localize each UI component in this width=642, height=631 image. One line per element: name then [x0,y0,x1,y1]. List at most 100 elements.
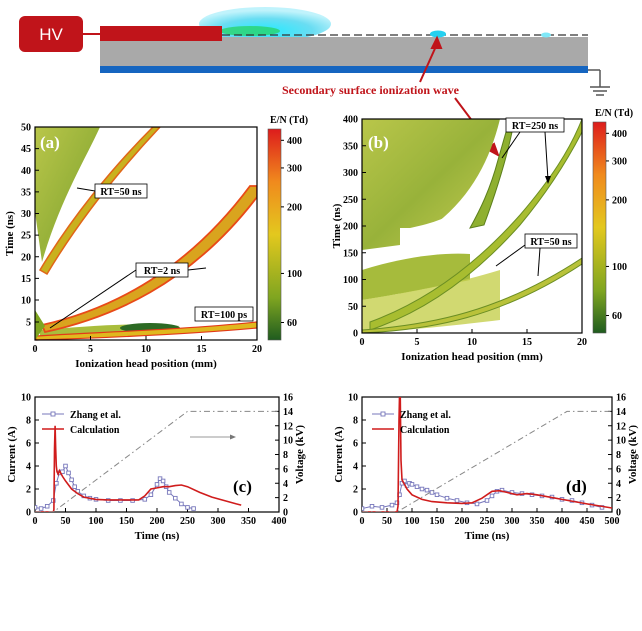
x-tick-label: 200 [455,516,470,527]
data-point-measured [369,504,375,509]
y-axis-label: Current (A) [6,426,18,483]
data-point-measured [179,501,184,507]
data-point-measured [66,470,71,476]
y-tick-label: 45 [21,144,31,155]
legend-marker-measured [50,411,56,417]
svg-text:RT=2 ns: RT=2 ns [144,266,180,277]
data-point-measured [54,481,59,486]
svg-text:RT=250 ns: RT=250 ns [512,121,558,132]
a-field-top [35,127,100,262]
legend-label-calculation: Calculation [70,425,120,436]
y-tick-label: 35 [21,187,31,198]
series-line-calculation [362,397,612,512]
y-tick-label: 5 [26,318,31,329]
panel-label: (c) [233,477,252,496]
x-tick-label: 500 [605,516,620,527]
y2-tick-label: 16 [283,393,293,404]
x-tick-label: 50 [61,516,71,527]
legend-label-measured: Zhang et al. [70,410,121,421]
y-tick-label: 20 [21,252,31,263]
y2-tick-label: 10 [616,436,626,447]
y2-tick-label: 12 [283,421,293,432]
y-tick-label: 50 [21,123,31,134]
data-point-measured [142,497,148,502]
colorbar-tick-label: 60 [612,311,622,322]
data-point-measured [434,492,440,498]
data-point-measured [454,498,460,503]
y2-axis-label: Voltage (kV) [627,425,639,485]
x-tick-label: 100 [89,516,104,527]
x-tick-label: 150 [430,516,445,527]
y-tick-label: 10 [21,296,31,307]
x-tick-label: 250 [480,516,495,527]
x-tick-label: 5 [415,337,420,348]
y-tick-label: 6 [26,439,31,450]
y-tick-label: 0 [353,329,358,340]
data-point-measured [424,487,430,493]
x-tick-label: 250 [180,516,195,527]
y-tick-label: 150 [343,248,358,259]
b-rt50-band [362,257,582,333]
colorbar-tick-label: 60 [287,318,297,329]
y2-tick-label: 12 [616,421,626,432]
x-tick-label: 0 [33,344,38,355]
x-axis-label: Time (ns) [465,530,510,542]
b-field-band [362,253,470,300]
hv-label: HV [39,25,63,44]
x-tick-label: 400 [555,516,570,527]
y-tick-label: 10 [21,393,31,404]
panel-c: 0 50 100 150 200 250 300 350 4000246810024681012… [6,393,306,543]
y-tick-label: 300 [343,168,358,179]
y-tick-label: 4 [26,462,31,473]
y-tick-label: 30 [21,209,31,220]
y2-tick-label: 4 [616,479,621,490]
data-point-measured [474,501,480,507]
data-point-measured [409,482,415,487]
y2-tick-label: 10 [283,436,293,447]
y2-tick-label: 16 [616,393,626,404]
ground-symbol [588,69,610,96]
y-tick-label: 0 [26,508,31,519]
x-tick-label: 10 [467,337,477,348]
panel-a: 0 5 10 15 20 5 10 15 20 25 30 35 40 45 50 Ionization he… [4,115,308,370]
data-point-measured [35,505,38,510]
y2-tick-label: 2 [616,493,621,504]
panel-b: 0 5 10 15 20050100150200250300350400Ionizati… [331,108,633,363]
y-tick-label: 15 [21,274,31,285]
x-tick-label: 20 [577,337,587,348]
data-point-measured [166,490,172,495]
hv-source-box [19,16,83,52]
panel-d: 0 50 100 150 200 250 300 350 400 450 5000246810024… [333,393,639,543]
y2-tick-label: 0 [283,508,288,519]
data-point-measured [379,505,385,510]
y-axis-label: Current (A) [333,426,345,483]
data-point-measured [44,504,50,509]
x-tick-label: 100 [405,516,420,527]
panel-a-axes: 0 5 10 15 20 5 10 15 20 25 30 35 40 45 50 Ionization he… [4,115,308,370]
colorbar [267,128,282,341]
y2-axis-label: Voltage (kV) [294,425,306,485]
x-tick-label: 300 [505,516,520,527]
y-tick-label: 4 [353,462,358,473]
svg-text:RT=50 ns: RT=50 ns [100,187,141,198]
b-rt250-band [369,119,582,331]
panel-b-label: (b) [368,133,389,152]
y-tick-label: 40 [21,166,31,177]
series-line-voltage [35,410,279,512]
plot-area [35,410,279,512]
data-point-measured [429,490,435,495]
data-point-measured [38,506,44,511]
colorbar-tick-label: 200 [612,195,627,206]
x-axis-label: Ionization head position (mm) [75,358,217,370]
x-tick-label: 150 [119,516,134,527]
x-tick-label: 350 [241,516,256,527]
y-tick-label: 400 [343,115,358,126]
data-point-measured [489,493,495,499]
data-point-measured [362,506,365,511]
y-tick-label: 2 [26,485,31,496]
data-point-measured [148,492,154,498]
data-point-measured [72,484,77,489]
y2-tick-label: 4 [283,479,288,490]
colorbar-tick-label: 100 [287,269,302,280]
y2-tick-label: 8 [283,450,288,461]
